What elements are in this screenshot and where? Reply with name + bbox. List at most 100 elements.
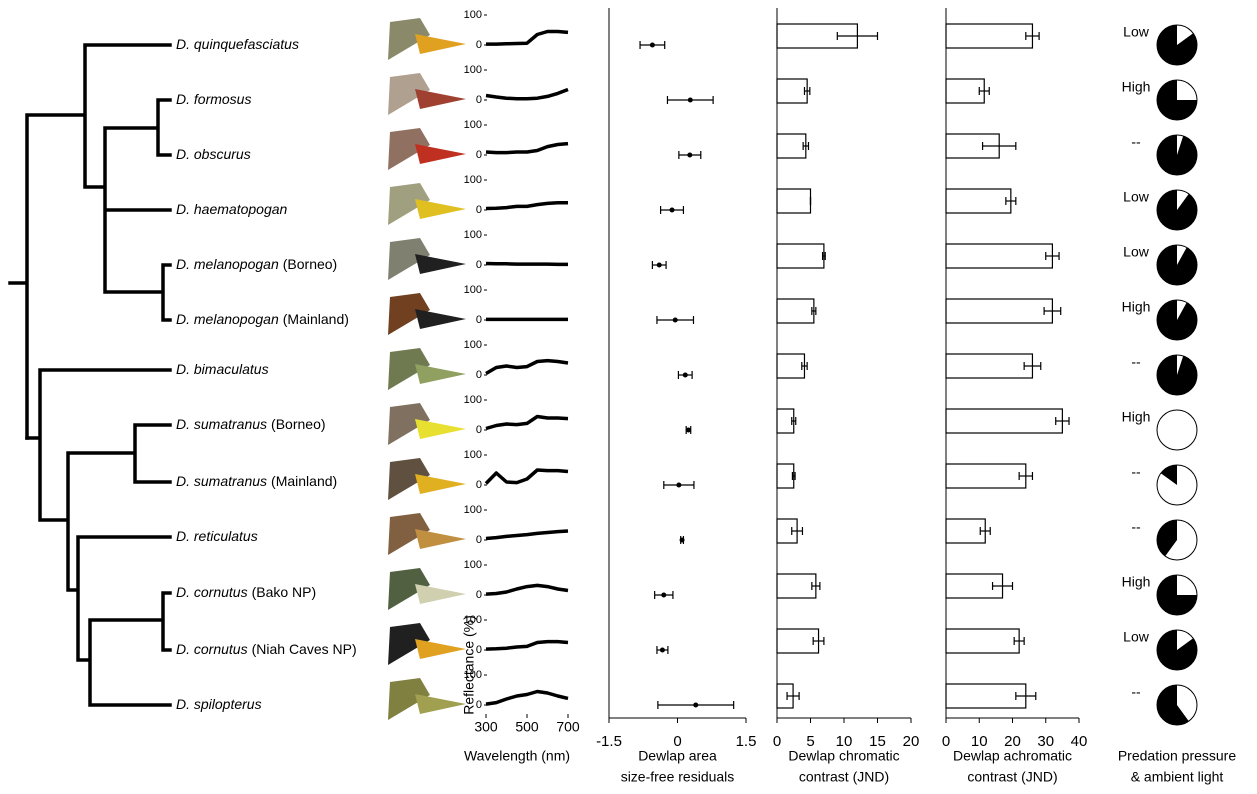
species-name: D. cornutus	[176, 641, 248, 657]
species-label: D. quinquefasciatus	[176, 36, 299, 52]
x-axis-title: contrast (JND)	[799, 769, 889, 785]
dewlap-image	[388, 128, 430, 170]
bar	[945, 518, 986, 544]
dewlap-image	[415, 309, 466, 329]
predation-label: High	[1122, 574, 1151, 590]
predation-label: --	[1131, 464, 1141, 480]
dewlap-image	[388, 513, 430, 555]
species-name: D. obscurus	[176, 146, 251, 162]
predation-label: Low	[1123, 24, 1150, 40]
y-tick-label: 0	[476, 699, 482, 711]
y-tick-label: 0	[476, 479, 482, 491]
bar	[945, 353, 1034, 379]
species-label: D. reticulatus	[176, 528, 258, 544]
species-name: D. formosus	[176, 91, 251, 107]
dewlap-image	[388, 348, 430, 390]
bar	[776, 243, 825, 269]
species-label: D. melanopogan (Mainland)	[176, 311, 349, 327]
dot	[659, 647, 665, 653]
predation-label: --	[1131, 684, 1141, 700]
dot	[656, 262, 662, 268]
x-axis-title: Dewlap achromatic	[953, 748, 1072, 764]
x-tick-label: 0	[942, 733, 950, 750]
x-tick-label: 20	[903, 733, 920, 750]
y-tick-label: 0	[476, 314, 482, 326]
pie-slice	[1157, 575, 1197, 615]
species-name: D. sumatranus	[176, 473, 267, 489]
species-name: D. cornutus	[176, 584, 248, 600]
bar	[945, 78, 985, 104]
y-tick-label: 0	[476, 94, 482, 106]
dot	[672, 317, 678, 323]
x-tick-label: 1.5	[736, 733, 757, 750]
x-tick-label: 20	[1004, 733, 1021, 750]
dewlap-image	[388, 183, 430, 225]
species-label: D. sumatranus (Borneo)	[176, 416, 326, 432]
bar	[945, 408, 1063, 434]
x-axis-title: size-free residuals	[621, 769, 735, 785]
bar	[776, 188, 812, 214]
dot	[676, 482, 682, 488]
bar	[776, 628, 820, 654]
dewlap-image	[415, 419, 466, 439]
spectrum	[485, 414, 569, 431]
bar	[945, 188, 1012, 214]
bar	[945, 23, 1034, 49]
y-tick-label: 100	[464, 449, 482, 461]
x-tick-label: 0	[673, 733, 681, 750]
spectrum	[485, 639, 569, 651]
predation-label: --	[1131, 134, 1141, 150]
predation-label: High	[1122, 409, 1151, 425]
species-name: D. spilopterus	[176, 696, 262, 712]
y-tick-label: 0	[476, 39, 482, 51]
population: (Mainland)	[271, 473, 337, 489]
predation-label: High	[1122, 299, 1151, 315]
x-axis-title: & ambient light	[1131, 769, 1224, 785]
pie-base	[1156, 409, 1198, 451]
species-label: D. formosus	[176, 91, 251, 107]
y-tick-label: 0	[476, 534, 482, 546]
dot	[679, 537, 685, 543]
bar	[776, 573, 817, 599]
population: (Niah Caves NP)	[252, 641, 357, 657]
population: (Bako NP)	[252, 584, 317, 600]
x-tick-label: 15	[869, 733, 886, 750]
pie-slice	[1160, 465, 1177, 485]
bar	[945, 628, 1020, 654]
dewlap-image	[388, 73, 430, 115]
predation-label: --	[1131, 519, 1141, 535]
y-tick-label: 100	[464, 504, 482, 516]
dewlap-image	[415, 254, 466, 274]
pie-slice	[1157, 25, 1198, 65]
dewlap-image	[388, 18, 430, 60]
y-tick-label: 100	[464, 64, 482, 76]
y-tick-label: 100	[464, 614, 482, 626]
y-tick-label: 100	[464, 339, 482, 351]
spectrum	[486, 29, 569, 46]
x-tick-label: 0	[773, 733, 781, 750]
species-name: D. haematopogan	[176, 201, 288, 217]
dewlap-image	[388, 458, 430, 500]
dewlap-image	[388, 403, 430, 445]
bar	[945, 683, 1027, 709]
pie-slice	[1156, 520, 1177, 557]
spectrum	[485, 583, 569, 596]
y-tick-label: 100	[464, 669, 482, 681]
species-name: D. melanopogan	[176, 256, 279, 272]
dewlap-image	[388, 293, 430, 335]
y-tick-label: 0	[476, 424, 482, 436]
spectrum	[485, 689, 569, 706]
x-tick-label: -1.5	[596, 733, 622, 750]
x-axis-title: Dewlap area	[638, 748, 717, 764]
x-tick-label: 10	[971, 733, 988, 750]
predation-label: Low	[1123, 629, 1150, 645]
x-tick-label: 300	[474, 719, 498, 735]
x-axis-title: contrast (JND)	[967, 769, 1057, 785]
y-tick-label: 0	[476, 369, 482, 381]
dot	[661, 592, 667, 598]
x-tick-label: 700	[556, 719, 580, 735]
y-tick-label: 100	[464, 119, 482, 131]
y-tick-label: 0	[476, 149, 482, 161]
phylogeny	[8, 43, 172, 707]
y-tick-label: 0	[476, 259, 482, 271]
